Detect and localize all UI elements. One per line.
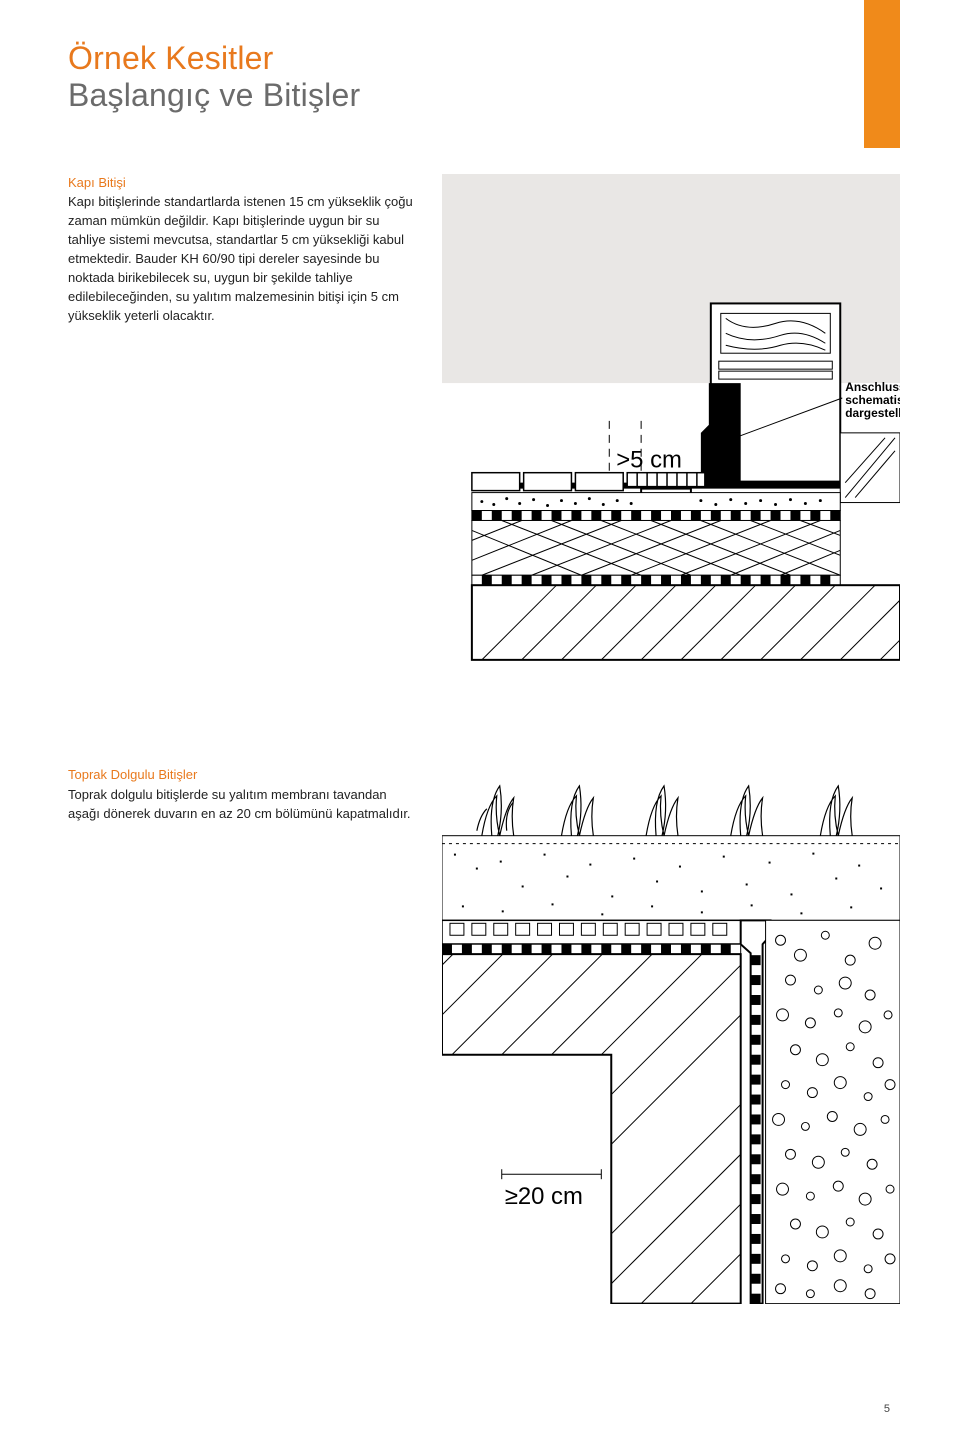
section-soil-fill: Toprak Dolgulu Bitişler Toprak dolgulu b…: [68, 766, 900, 1309]
section2-heading: Toprak Dolgulu Bitişler: [68, 766, 418, 785]
section2-figure: ≥20 cm: [442, 766, 900, 1309]
svg-text:schematisch: schematisch: [845, 393, 900, 407]
drainage-strip: [442, 921, 741, 945]
svg-text:dargestellt: dargestellt: [845, 406, 900, 420]
page-number: 5: [884, 1403, 890, 1415]
membrane-layer-1: [472, 510, 840, 520]
insulation-layer: [472, 520, 840, 575]
accent-tab: [864, 0, 900, 148]
right-wall-hatch: [840, 432, 900, 502]
section2-text: Toprak Dolgulu Bitişler Toprak dolgulu b…: [68, 766, 418, 1309]
dimension-5cm: >5 cm: [609, 421, 682, 474]
section2-body: Toprak dolgulu bitişlerde su yalıtım mem…: [68, 786, 418, 824]
svg-text:≥20 cm: ≥20 cm: [505, 1183, 583, 1210]
gravel-layer: [472, 492, 840, 510]
page-title-line1: Örnek Kesitler: [68, 40, 900, 77]
section1-text: Kapı Bitişi Kapı bitişlerinde standartla…: [68, 174, 418, 677]
page-title-line2: Başlangıç ve Bitişler: [68, 77, 900, 114]
membrane-layer-2: [472, 575, 840, 585]
svg-text:Anschluss: Anschluss: [845, 380, 900, 394]
dimension-20cm: ≥20 cm: [502, 1170, 602, 1211]
soil-substrate: [442, 836, 900, 921]
soil-section-diagram: ≥20 cm: [442, 766, 900, 1304]
section1-body: Kapı bitişlerinde standartlarda istenen …: [68, 193, 418, 325]
vegetation: [477, 786, 852, 836]
section1-figure: >5 cm: [442, 174, 900, 677]
structural-slab: [472, 585, 900, 660]
paving-tiles: [472, 472, 623, 490]
section1-heading: Kapı Bitişi: [68, 174, 418, 193]
svg-text:>5 cm: >5 cm: [616, 446, 682, 473]
page: Örnek Kesitler Başlangıç ve Bitişler Kap…: [0, 0, 960, 1443]
section-door-connection: Kapı Bitişi Kapı bitişlerinde standartla…: [68, 174, 900, 677]
gravel-side-fill: [766, 921, 900, 1304]
door-section-diagram: >5 cm: [442, 174, 900, 672]
